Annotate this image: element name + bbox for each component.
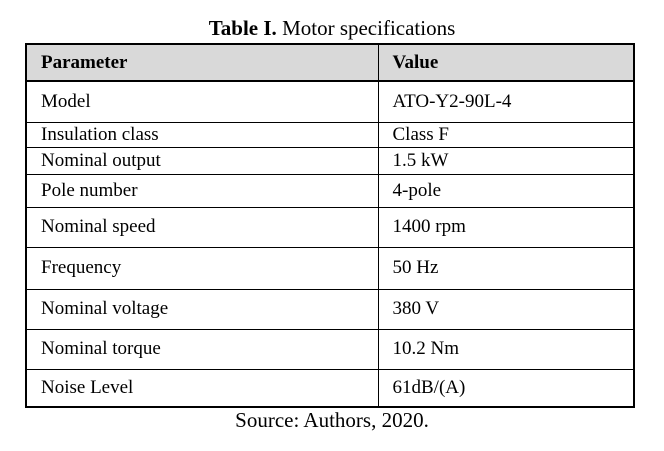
header-row: Parameter Value: [25, 43, 635, 82]
parameter-cell: Nominal speed: [25, 206, 379, 248]
table-title: Table I. Motor specifications: [0, 15, 664, 41]
table-row: Pole number 4-pole: [25, 173, 635, 208]
table-row: Nominal torque 10.2 Nm: [25, 328, 635, 370]
table-row: Frequency 50 Hz: [25, 246, 635, 290]
table-row: Nominal speed 1400 rpm: [25, 206, 635, 248]
parameter-cell: Pole number: [25, 173, 379, 208]
table-row: Model ATO-Y2-90L-4: [25, 80, 635, 123]
value-cell: 1.5 kW: [377, 146, 635, 175]
table-row: Noise Level 61dB/(A): [25, 368, 635, 408]
value-cell: 50 Hz: [377, 246, 635, 290]
value-cell: Class F: [377, 121, 635, 148]
header-cell: Value: [377, 43, 635, 82]
table-row: Nominal output 1.5 kW: [25, 146, 635, 175]
value-cell: 61dB/(A): [377, 368, 635, 408]
table-label: Table I.: [208, 16, 277, 40]
value-cell: 1400 rpm: [377, 206, 635, 248]
value-cell: 380 V: [377, 288, 635, 330]
header-cell: Parameter: [25, 43, 379, 82]
table-row: Nominal voltage 380 V: [25, 288, 635, 330]
table-row: Insulation class Class F: [25, 121, 635, 148]
source-note: Source: Authors, 2020.: [235, 408, 429, 432]
table-caption: Motor specifications: [282, 16, 456, 40]
parameter-cell: Model: [25, 80, 379, 123]
spec-table: Parameter Value Model ATO-Y2-90L-4 Insulati…: [25, 43, 635, 408]
parameter-cell: Frequency: [25, 246, 379, 290]
parameter-cell: Noise Level: [25, 368, 379, 408]
value-cell: ATO-Y2-90L-4: [377, 80, 635, 123]
parameter-cell: Nominal voltage: [25, 288, 379, 330]
parameter-cell: Insulation class: [25, 121, 379, 148]
value-cell: 4-pole: [377, 173, 635, 208]
parameter-cell: Nominal output: [25, 146, 379, 175]
parameter-cell: Nominal torque: [25, 328, 379, 370]
value-cell: 10.2 Nm: [377, 328, 635, 370]
